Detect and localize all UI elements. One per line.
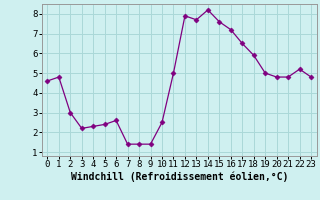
X-axis label: Windchill (Refroidissement éolien,°C): Windchill (Refroidissement éolien,°C) xyxy=(70,172,288,182)
